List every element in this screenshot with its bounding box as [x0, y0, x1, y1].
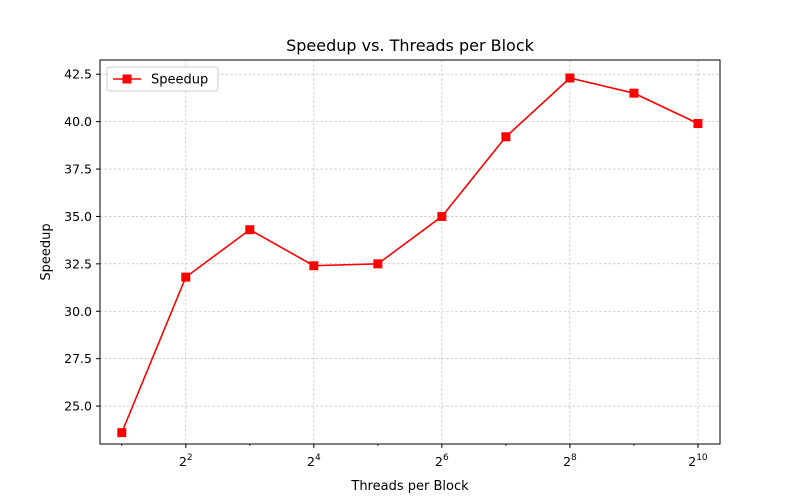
data-point-marker — [309, 261, 319, 271]
data-point-marker — [629, 88, 639, 98]
y-tick-label: 37.5 — [64, 162, 92, 177]
x-tick-exponent: 2 — [187, 453, 193, 463]
x-axis-label: Threads per Block — [350, 479, 469, 494]
data-point-marker — [501, 132, 511, 142]
x-tick-exponent: 10 — [696, 453, 708, 463]
x-tick-label: 24 — [307, 453, 321, 469]
legend: Speedup — [106, 66, 219, 92]
plot-frame — [99, 59, 721, 445]
x-tick-label: 210 — [688, 453, 708, 469]
x-tick-base: 2 — [307, 454, 315, 469]
series-line — [121, 77, 699, 433]
data-point-marker — [565, 73, 575, 83]
chart-title: Speedup vs. Threads per Block — [286, 36, 535, 55]
y-tick-label: 32.5 — [64, 256, 92, 271]
y-tick-label: 40.0 — [64, 114, 92, 129]
y-axis-label: Speedup — [39, 223, 54, 280]
x-tick-label: 28 — [563, 453, 577, 469]
data-point-marker — [437, 211, 447, 221]
series-layer — [117, 73, 703, 438]
data-point-marker — [181, 272, 191, 282]
x-tick-base: 2 — [563, 454, 571, 469]
axis-ticks: 22 24 26 28 21025.027.530.032.535.037.540.04… — [64, 67, 708, 469]
y-tick-label: 35.0 — [64, 209, 92, 224]
plot-area — [100, 60, 720, 444]
x-tick-exponent: 6 — [443, 453, 449, 463]
legend-marker — [122, 74, 132, 84]
x-tick-label: 22 — [179, 453, 193, 469]
x-tick-exponent: 4 — [315, 453, 321, 463]
legend-box — [106, 66, 219, 92]
legend-label: Speedup — [151, 73, 208, 88]
y-tick-label: 30.0 — [64, 304, 92, 319]
data-point-marker — [693, 119, 703, 129]
x-tick-base: 2 — [688, 454, 696, 469]
x-tick-label: 26 — [435, 453, 449, 469]
data-point-marker — [373, 259, 383, 269]
data-point-marker — [245, 225, 255, 235]
y-tick-label: 42.5 — [64, 67, 92, 82]
x-tick-base: 2 — [435, 454, 443, 469]
y-tick-label: 27.5 — [64, 351, 92, 366]
x-tick-exponent: 8 — [571, 453, 577, 463]
x-tick-base: 2 — [179, 454, 187, 469]
data-point-marker — [117, 428, 127, 438]
y-tick-label: 25.0 — [64, 399, 92, 414]
